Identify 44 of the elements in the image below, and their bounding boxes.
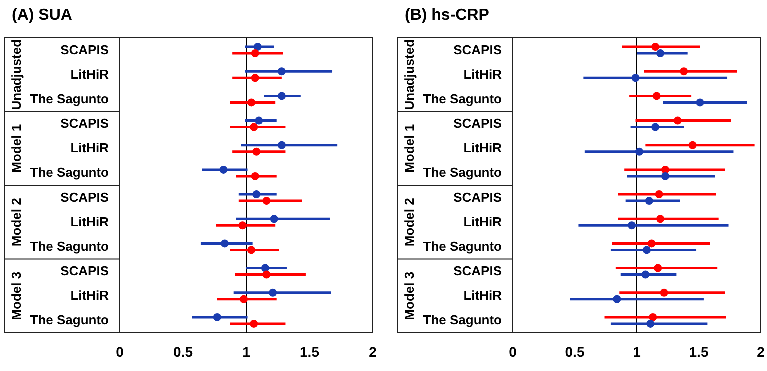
- y-tick-label: SCAPIS: [60, 190, 110, 205]
- chart-title: (A) SUA: [12, 7, 73, 24]
- y-tick-label: SCAPIS: [454, 42, 502, 58]
- y-tick-label: The Sagunto: [30, 312, 110, 328]
- x-tick-label: 1: [242, 344, 251, 360]
- y-tick-label: SCAPIS: [454, 264, 502, 279]
- y-tick-label: The Sagunto: [423, 312, 502, 328]
- y-tick-label: SCAPIS: [60, 116, 110, 132]
- text: Model 3: [402, 272, 417, 320]
- text: Model 3: [9, 272, 24, 320]
- y-tick-label: The Sagunto: [30, 238, 110, 254]
- y-tick-label: LitHiR: [464, 214, 503, 230]
- text: Model 1: [9, 124, 24, 173]
- y-tick-label: SCAPIS: [60, 42, 110, 58]
- y-tick-label: LitHiR: [464, 66, 503, 82]
- y-tick-label: LitHiR: [464, 288, 503, 304]
- x-tick-label: 0.5: [174, 344, 194, 360]
- x-tick-label: 1.5: [689, 344, 709, 360]
- y-tick-label: The Sagunto: [423, 238, 502, 254]
- y-tick-label: The Sagunto: [423, 91, 502, 106]
- x-tick-label: 0: [116, 344, 124, 360]
- y-tick-label: The Sagunto: [423, 165, 502, 180]
- text: Unadjusted: [402, 39, 417, 110]
- y-tick-label: LitHiR: [70, 214, 110, 230]
- x-tick-label: 1.5: [300, 344, 320, 360]
- text: Model 2: [402, 198, 417, 247]
- y-tick-label: LitHiR: [70, 140, 110, 156]
- text: Model 1: [402, 124, 417, 173]
- x-tick-label: 2: [757, 344, 766, 360]
- y-tick-label: The Sagunto: [30, 165, 110, 180]
- y-tick-label: SCAPIS: [454, 190, 502, 205]
- y-tick-label: The Sagunto: [30, 91, 110, 106]
- x-tick-label: 2: [369, 344, 378, 360]
- y-tick-label: LitHiR: [70, 288, 110, 304]
- text: Model 2: [9, 198, 24, 247]
- text: Unadjusted: [9, 39, 24, 110]
- y-tick-label: SCAPIS: [454, 116, 502, 132]
- y-tick-label: SCAPIS: [60, 264, 110, 279]
- x-tick-label: 0.5: [565, 344, 585, 360]
- y-tick-label: LitHiR: [70, 66, 110, 82]
- x-tick-label: 0: [509, 344, 518, 360]
- y-tick-label: LitHiR: [464, 140, 503, 156]
- chart-title: (B) hs-CRP: [405, 7, 490, 24]
- x-tick-label: 1: [633, 344, 642, 360]
